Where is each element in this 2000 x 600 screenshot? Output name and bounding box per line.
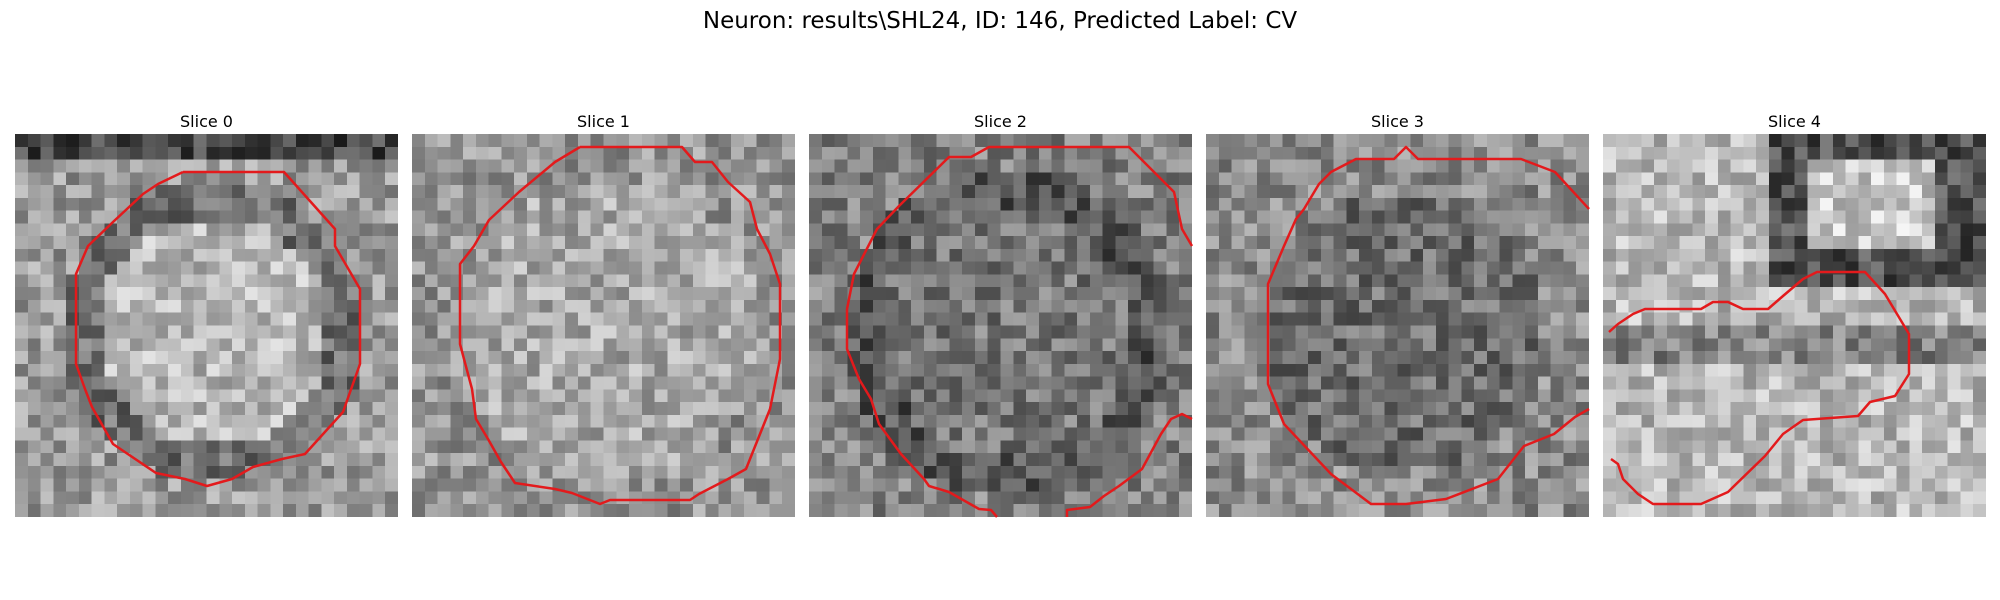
figure-title: Neuron: results\SHL24, ID: 146, Predicte… — [702, 8, 1298, 34]
slice-panel-0: Slice 0 — [15, 110, 398, 517]
slice-image-2 — [809, 134, 1194, 518]
grayscale-image — [15, 134, 398, 517]
slice-title: Slice 1 — [577, 112, 630, 131]
slice-panel-4: Slice 4 — [1603, 110, 1986, 517]
segmentation-contour — [74, 170, 362, 488]
grayscale-image — [1206, 134, 1589, 517]
slice-panel-1: Slice 1 — [412, 110, 795, 517]
slice-image-1 — [412, 134, 795, 517]
segmentation-contour — [845, 145, 1194, 518]
slice-image-0 — [15, 134, 398, 517]
slice-title: Slice 4 — [1768, 112, 1821, 131]
grayscale-image — [412, 134, 795, 517]
grayscale-image — [809, 134, 1192, 517]
slice-panel-3: Slice 3 — [1206, 110, 1590, 517]
slice-title: Slice 2 — [974, 112, 1027, 131]
segmentation-contour — [458, 145, 782, 506]
slice-panel-2: Slice 2 — [809, 110, 1194, 518]
slice-title: Slice 0 — [180, 112, 233, 131]
slice-image-3 — [1206, 134, 1590, 517]
slice-title: Slice 3 — [1371, 112, 1424, 131]
segmentation-contour — [1266, 145, 1590, 506]
segmentation-contour — [1608, 270, 1911, 506]
slice-image-4 — [1603, 134, 1986, 517]
grayscale-image — [1603, 134, 1986, 517]
